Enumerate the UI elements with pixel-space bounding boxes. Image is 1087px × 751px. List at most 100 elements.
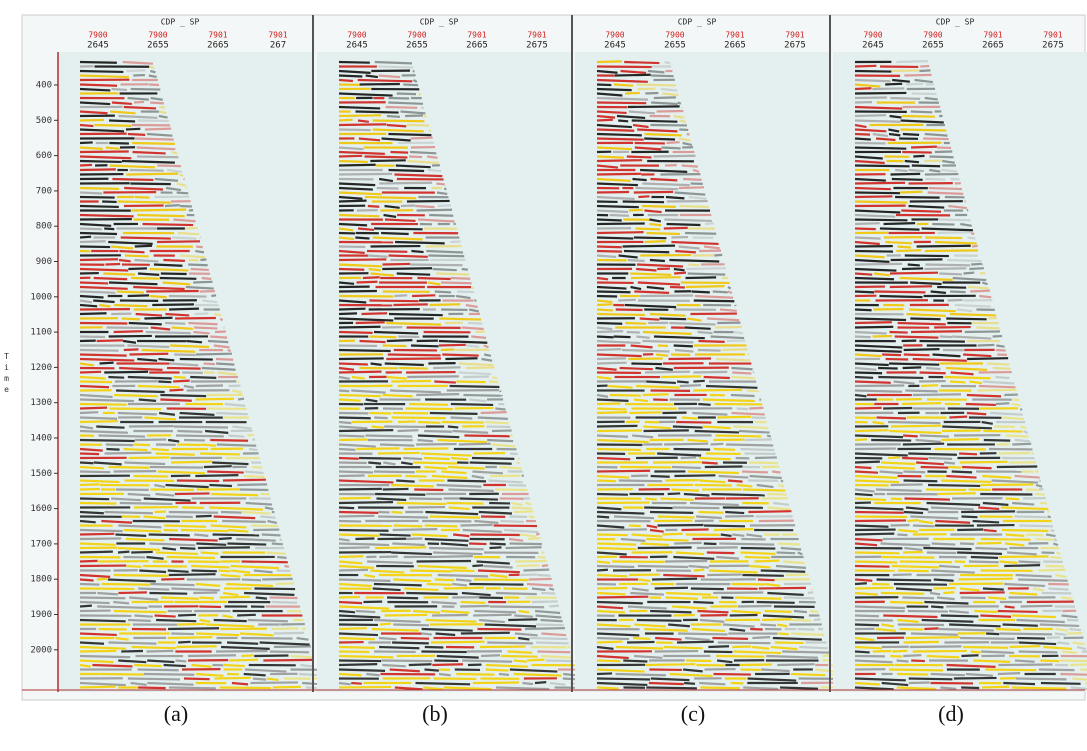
seismic-trace bbox=[618, 119, 629, 123]
seismic-trace bbox=[666, 199, 708, 203]
seismic-trace bbox=[668, 357, 712, 361]
seismic-trace bbox=[405, 407, 453, 411]
seismic-trace bbox=[655, 353, 669, 357]
seismic-trace bbox=[637, 564, 689, 569]
seismic-trace bbox=[679, 204, 709, 209]
seismic-trace bbox=[673, 344, 693, 348]
cdp-label: 2655 bbox=[147, 41, 169, 51]
time-tick-label: 1300 bbox=[30, 398, 52, 408]
seismic-trace bbox=[458, 442, 491, 446]
seismic-trace bbox=[540, 618, 563, 623]
seismic-trace bbox=[126, 69, 146, 73]
seismic-trace bbox=[969, 380, 983, 385]
seismic-trace bbox=[596, 172, 642, 176]
seismic-trace bbox=[749, 406, 764, 410]
seismic-trace bbox=[911, 330, 963, 334]
time-tick-label: 400 bbox=[36, 81, 52, 91]
seismic-trace bbox=[447, 425, 459, 429]
seismic-trace bbox=[725, 510, 745, 515]
seismic-trace bbox=[596, 308, 614, 312]
seismic-trace bbox=[957, 528, 984, 532]
seismic-trace bbox=[627, 640, 655, 644]
seismic-trace bbox=[338, 578, 391, 582]
seismic-trace bbox=[101, 672, 144, 676]
seismic-trace bbox=[427, 281, 441, 286]
seismic-trace bbox=[962, 465, 992, 470]
seismic-trace bbox=[978, 384, 1016, 389]
seismic-trace bbox=[596, 209, 629, 214]
seismic-trace bbox=[216, 411, 248, 416]
seismic-trace bbox=[929, 168, 941, 173]
seismic-trace bbox=[1019, 641, 1057, 646]
seismic-trace bbox=[241, 578, 262, 582]
seismic-trace bbox=[596, 114, 616, 119]
seismic-trace bbox=[180, 528, 228, 533]
seismic-trace bbox=[218, 569, 231, 573]
seismic-trace bbox=[417, 564, 467, 570]
seismic-trace bbox=[79, 128, 125, 133]
seismic-trace bbox=[269, 650, 310, 654]
seismic-trace bbox=[143, 672, 195, 676]
seismic-trace bbox=[252, 465, 263, 469]
seismic-trace bbox=[756, 600, 795, 604]
seismic-trace bbox=[692, 411, 728, 416]
seismic-trace bbox=[980, 614, 1012, 618]
seismic-trace bbox=[232, 425, 252, 430]
seismic-trace bbox=[404, 587, 439, 592]
seismic-trace bbox=[450, 456, 469, 461]
seismic-trace bbox=[338, 195, 363, 200]
seismic-trace bbox=[880, 461, 916, 466]
seismic-trace bbox=[663, 226, 688, 230]
cdp-label: 2675 bbox=[526, 41, 548, 51]
seismic-trace bbox=[410, 263, 463, 267]
seismic-trace bbox=[537, 555, 546, 559]
seismic-trace bbox=[961, 654, 979, 658]
seismic-trace bbox=[700, 686, 740, 690]
seismic-trace bbox=[298, 672, 319, 677]
seismic-trace bbox=[491, 375, 498, 380]
seismic-trace bbox=[742, 488, 786, 492]
seismic-trace bbox=[596, 568, 608, 572]
seismic-trace bbox=[195, 352, 232, 356]
seismic-trace bbox=[371, 425, 385, 429]
seismic-trace bbox=[224, 402, 246, 407]
seismic-trace bbox=[338, 537, 350, 542]
seismic-trace bbox=[896, 249, 922, 253]
seismic-trace bbox=[662, 92, 679, 97]
seismic-trace bbox=[1011, 614, 1056, 619]
seismic-trace bbox=[893, 380, 915, 385]
seismic-trace bbox=[396, 479, 415, 483]
seismic-trace bbox=[854, 366, 877, 371]
seismic-trace bbox=[416, 559, 471, 563]
seismic-trace bbox=[105, 262, 121, 266]
seismic-trace bbox=[101, 582, 151, 586]
seismic-trace bbox=[479, 618, 505, 624]
seismic-trace bbox=[338, 487, 382, 491]
seismic-trace bbox=[374, 60, 413, 65]
seismic-trace bbox=[98, 434, 146, 438]
seismic-trace bbox=[161, 577, 185, 581]
seismic-trace bbox=[931, 605, 944, 609]
seismic-trace bbox=[440, 281, 472, 285]
seismic-trace bbox=[959, 452, 978, 456]
seismic-trace bbox=[338, 150, 385, 155]
seismic-trace bbox=[79, 461, 94, 465]
seismic-trace bbox=[109, 119, 136, 123]
seismic-trace bbox=[263, 658, 313, 662]
seismic-trace bbox=[435, 632, 456, 637]
seismic-trace bbox=[150, 326, 171, 331]
seismic-trace bbox=[171, 632, 195, 636]
seismic-trace bbox=[1019, 408, 1023, 411]
seismic-trace bbox=[127, 294, 150, 298]
seismic-trace bbox=[173, 425, 229, 429]
seismic-trace bbox=[400, 110, 426, 115]
seismic-trace bbox=[338, 636, 375, 641]
seismic-trace bbox=[615, 308, 643, 312]
seismic-trace bbox=[534, 681, 547, 685]
seismic-trace bbox=[123, 528, 161, 533]
seismic-trace bbox=[79, 101, 111, 106]
seismic-trace bbox=[127, 344, 170, 349]
seismic-trace bbox=[463, 393, 501, 397]
cdp-label: 2645 bbox=[604, 41, 626, 51]
seismic-trace bbox=[374, 618, 421, 623]
